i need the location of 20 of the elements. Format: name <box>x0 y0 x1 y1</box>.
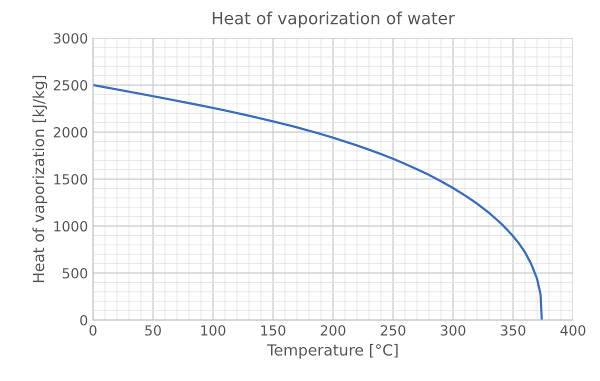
x-tick-label: 200 <box>320 325 346 336</box>
x-axis-title: Temperature [°C] <box>267 344 398 359</box>
y-tick-label: 500 <box>62 268 88 279</box>
y-tick-label: 2000 <box>54 127 88 138</box>
x-tick-label: 0 <box>89 325 96 336</box>
chart-title: Heat of vaporization of water <box>212 12 455 28</box>
y-tick-label: 1500 <box>54 174 88 185</box>
x-tick-label: 150 <box>261 325 286 336</box>
line-series <box>93 84 543 320</box>
y-tick-label: 1000 <box>54 221 88 232</box>
y-tick-label: 0 <box>80 315 88 326</box>
x-tick-label: 50 <box>145 325 161 336</box>
y-axis-title: Heat of vaporization [kJ/kg] <box>32 76 48 282</box>
x-tick-label: 350 <box>500 325 526 336</box>
x-tick-label: 100 <box>201 325 226 336</box>
x-tick-label: 400 <box>560 325 586 336</box>
y-tick-label: 3000 <box>54 33 88 44</box>
y-tick-label: 2500 <box>54 80 88 91</box>
x-tick-label: 250 <box>380 325 406 336</box>
x-tick-label: 300 <box>440 325 466 336</box>
